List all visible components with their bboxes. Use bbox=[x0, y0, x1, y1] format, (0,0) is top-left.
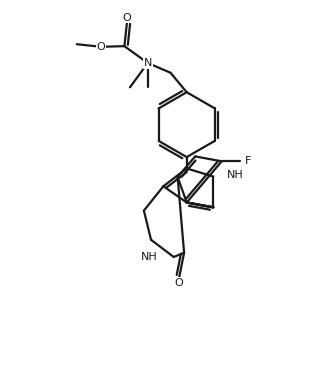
Text: NH: NH bbox=[227, 170, 244, 180]
Text: O: O bbox=[175, 278, 184, 288]
Text: F: F bbox=[245, 156, 252, 166]
Text: O: O bbox=[97, 42, 105, 52]
Text: N: N bbox=[144, 58, 152, 68]
Text: O: O bbox=[123, 13, 132, 23]
Text: NH: NH bbox=[141, 252, 157, 262]
